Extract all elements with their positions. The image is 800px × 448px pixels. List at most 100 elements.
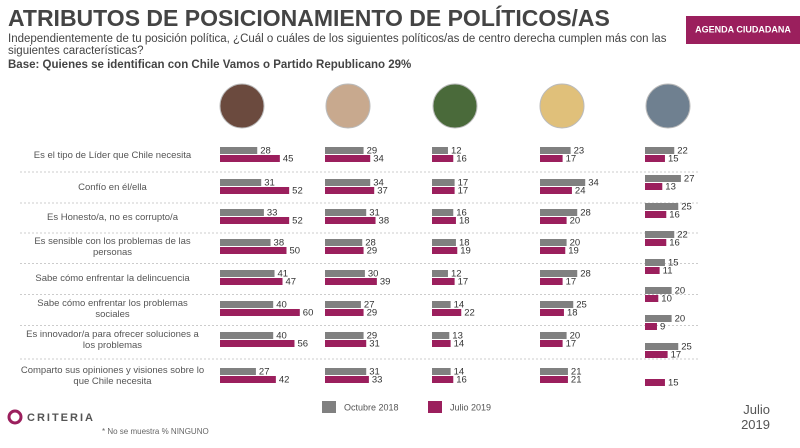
value-label: 29 <box>367 308 378 319</box>
value-label: 42 <box>279 375 290 386</box>
bar <box>540 332 567 339</box>
bar <box>325 217 376 224</box>
value-label: 34 <box>373 154 384 165</box>
bar <box>220 239 271 246</box>
bar <box>540 376 568 383</box>
bar <box>432 368 451 375</box>
value-label: 40 <box>276 331 287 342</box>
bar <box>645 259 665 266</box>
bar <box>645 211 667 218</box>
subtitle-box: Independientemente de tu posición políti… <box>8 33 667 57</box>
value-label: 27 <box>364 300 375 311</box>
value-label: 52 <box>292 216 303 227</box>
value-label: 28 <box>580 208 591 219</box>
value-label: 33 <box>267 208 278 219</box>
bar <box>432 179 455 186</box>
bar <box>645 287 672 294</box>
bar <box>432 278 455 285</box>
value-label: 30 <box>368 269 379 280</box>
bar <box>325 155 371 162</box>
bar <box>220 217 290 224</box>
bar <box>325 368 367 375</box>
value-label: 20 <box>675 314 686 325</box>
value-label: 28 <box>260 146 271 157</box>
value-label: 37 <box>377 186 388 197</box>
value-label: 27 <box>259 367 270 378</box>
date-box: Julio 2019 <box>741 402 770 432</box>
value-label: 20 <box>570 238 581 249</box>
bar <box>432 209 454 216</box>
bar <box>645 155 665 162</box>
bar <box>645 351 668 358</box>
value-label: 21 <box>571 375 582 386</box>
row-label: Es innovador/a para ofrecer soluciones a… <box>26 329 199 351</box>
badge: AGENDA CIUDADANA <box>695 24 791 34</box>
value-label: 15 <box>668 378 679 389</box>
bar <box>432 340 451 347</box>
value-label: 31 <box>264 178 275 189</box>
bar <box>645 147 675 154</box>
value-label: 29 <box>367 146 378 157</box>
value-label: 20 <box>675 286 686 297</box>
photo <box>325 83 371 129</box>
value-label: 38 <box>274 238 285 249</box>
value-label: 17 <box>458 277 469 288</box>
row-label-box: Es Honesto/a, no es corrupto/a <box>47 212 178 223</box>
value-label: 18 <box>567 308 578 319</box>
bar <box>540 301 574 308</box>
bar <box>540 209 578 216</box>
bar <box>220 270 275 277</box>
value-label: 12 <box>451 269 462 280</box>
bar <box>432 309 462 316</box>
bar <box>432 247 458 254</box>
value-label: 40 <box>276 300 287 311</box>
legend-swatch <box>428 401 442 413</box>
row-label: Sabe cómo enfrentar la delincuencia <box>35 272 190 284</box>
bar <box>432 270 448 277</box>
value-label: 9 <box>660 322 665 333</box>
bar <box>220 368 256 375</box>
value-label: 27 <box>684 174 695 185</box>
value-label: 19 <box>460 246 471 257</box>
bar <box>325 278 377 285</box>
row-label-box: Sabe cómo enfrentar la delincuencia <box>35 272 190 284</box>
bar <box>325 376 369 383</box>
bar <box>540 155 563 162</box>
value-label: 17 <box>566 277 577 288</box>
bar <box>325 340 367 347</box>
value-label: 31 <box>369 339 380 350</box>
bar <box>540 247 566 254</box>
bar <box>432 187 455 194</box>
value-label: 17 <box>671 350 682 361</box>
value-label: 60 <box>303 308 314 319</box>
value-label: 13 <box>452 331 463 342</box>
value-label: 31 <box>369 367 380 378</box>
bar <box>325 209 367 216</box>
bar <box>432 155 454 162</box>
subtitle: Independientemente de tu posición políti… <box>8 33 667 57</box>
bar <box>645 203 679 210</box>
row-label-box: Es sensible con los problemas de las per… <box>34 236 191 258</box>
bar <box>540 309 564 316</box>
bar <box>645 315 672 322</box>
value-label: 22 <box>464 308 475 319</box>
bar <box>540 239 567 246</box>
value-label: 12 <box>451 146 462 157</box>
bar <box>432 239 456 246</box>
value-label: 28 <box>365 238 376 249</box>
value-label: 28 <box>580 269 591 280</box>
value-label: 18 <box>459 216 470 227</box>
value-label: 22 <box>677 146 688 157</box>
value-label: 17 <box>566 339 577 350</box>
bar <box>220 155 280 162</box>
value-label: 16 <box>669 238 680 249</box>
value-label: 34 <box>588 178 599 189</box>
value-label: 29 <box>367 246 378 257</box>
bar <box>645 323 657 330</box>
row-label: Es sensible con los problemas de las per… <box>34 236 191 258</box>
value-label: 33 <box>372 375 383 386</box>
row-label-box: Sabe cómo enfrentar los problemas social… <box>37 298 188 320</box>
bar <box>540 368 568 375</box>
